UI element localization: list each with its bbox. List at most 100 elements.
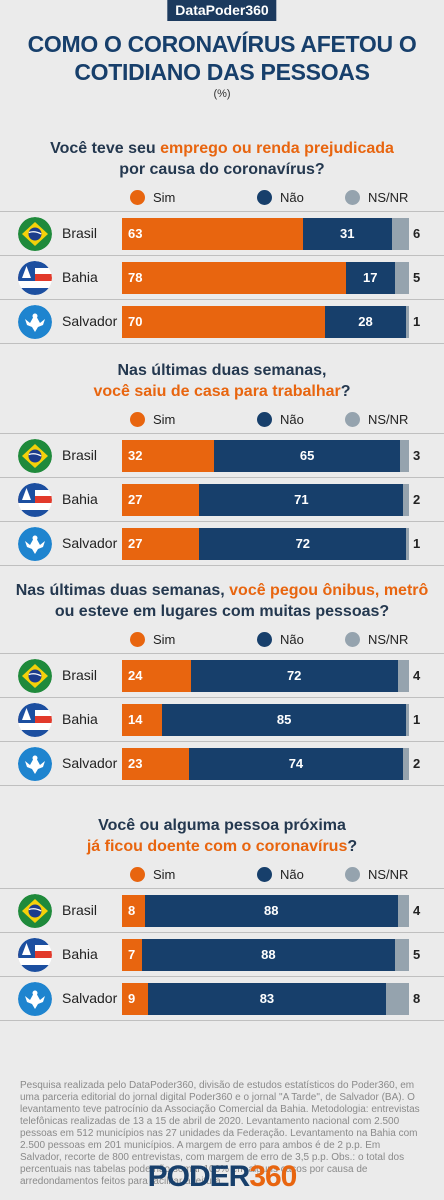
legend-item-nao: Não [257,867,304,882]
category-label: Bahia [62,491,98,507]
data-label-nao: 71 [294,492,309,507]
legend-swatch [345,632,360,647]
data-label-nsnr: 4 [413,668,421,683]
legend-label: Sim [153,190,176,205]
bar-segment-sim: 7 [122,939,143,971]
stacked-bar: 7 88 [122,939,409,971]
data-label-nao: 74 [288,756,304,771]
bar-segment-nao: 17 [345,262,395,294]
bahia-flag-icon [18,703,52,737]
bar-segment-sim: 70 [122,306,325,338]
data-label-sim: 27 [128,536,143,551]
data-label-nsnr: 5 [413,270,421,285]
bar-rows: Brasil 24 72 4 Bahia 14 85 1 Salvador 23 74 2 [0,653,444,786]
bar-row: Bahia 14 85 1 [0,698,444,742]
bar-segment-sim: 32 [122,440,214,472]
bar-segment-nsnr [394,262,409,294]
unit-label: (%) [213,88,231,100]
data-label-nsnr: 2 [413,756,421,771]
bar-segment-sim: 27 [122,484,200,516]
footnote: Pesquisa realizada pelo DataPoder360, di… [20,1080,420,1187]
legend-item-nao: Não [257,190,304,205]
bar-segment-sim: 9 [122,983,148,1015]
data-label-nsnr: 2 [413,492,421,507]
salvador-flag-icon [18,747,52,781]
brand-tag: DataPoder360 [167,0,277,21]
bar-row: Bahia 7 88 5 [0,933,444,977]
data-label-nsnr: 1 [413,314,421,329]
legend-swatch [257,190,272,205]
bar-row: Salvador 9 83 8 [0,977,444,1021]
legend: Sim Não NS/NR [0,412,444,432]
stacked-bar: 14 85 [122,704,409,736]
bar-segment-nsnr [394,939,409,971]
data-label-sim: 8 [128,903,136,918]
category-label: Brasil [62,667,98,683]
category-label: Bahia [62,711,98,727]
bar-rows: Brasil 8 88 4 Bahia 7 88 5 Salvador 9 83 8 [0,888,444,1021]
stacked-bar: 23 74 [122,748,409,780]
data-label-nsnr: 1 [413,712,421,727]
bar-segment-nao: 74 [188,748,404,780]
legend-item-nsnr: NS/NR [345,632,408,647]
logo-number: 360 [249,1160,297,1193]
stacked-bar: 27 71 [122,484,409,516]
question-title: Nas últimas duas semanas, você pegou ôni… [15,582,429,620]
bar-segment-sim: 24 [122,660,191,692]
page-title: COMO O CORONAVÍRUS AFETOU O COTIDIANO DA… [0,30,444,86]
legend-item-nsnr: NS/NR [345,867,408,882]
bar-segment-nsnr [406,528,409,560]
bar-segment-nao: 88 [142,939,395,971]
salvador-flag-icon [18,305,52,339]
bar-segment-nsnr [386,983,409,1015]
legend: Sim Não NS/NR [0,867,444,887]
bar-segment-sim: 23 [122,748,189,780]
data-label-sim: 7 [128,947,136,962]
legend-swatch [130,632,145,647]
legend-swatch [130,412,145,427]
bar-segment-sim: 27 [122,528,200,560]
data-label-nao: 17 [363,270,378,285]
data-label-nsnr: 8 [413,991,421,1006]
data-label-nao: 65 [299,448,315,463]
legend-swatch [345,190,360,205]
bar-segment-sim: 78 [122,262,346,294]
bar-segment-nao: 85 [162,704,407,736]
salvador-flag-icon [18,527,52,561]
legend-label: Sim [153,632,176,647]
category-label: Brasil [62,447,98,463]
bar-segment-nao: 65 [213,440,401,472]
legend-label: Não [280,632,304,647]
legend-label: NS/NR [368,867,409,882]
brasil-flag-icon [18,894,52,928]
category-label: Salvador [62,313,118,329]
bar-segment-nao: 71 [199,484,404,516]
data-label-nsnr: 5 [413,947,421,962]
bahia-flag-icon [18,483,52,517]
data-label-nao: 85 [276,712,292,727]
bar-row: Bahia 78 17 5 [0,256,444,300]
legend-item-nao: Não [257,632,304,647]
stacked-bar: 24 72 [122,660,409,692]
bar-segment-nao: 28 [324,306,407,338]
bar-segment-nsnr [397,660,409,692]
legend-swatch [345,867,360,882]
stacked-bar: 8 88 [122,895,409,927]
category-label: Brasil [62,225,98,241]
category-label: Salvador [62,535,118,551]
stacked-bar: 32 65 [122,440,409,472]
legend-label: NS/NR [368,632,409,647]
legend-label: Sim [153,412,176,427]
title-line-2: COTIDIANO DAS PESSOAS [74,59,370,85]
data-label-sim: 70 [128,314,143,329]
bar-segment-nao: 83 [147,983,387,1015]
bar-row: Brasil 8 88 4 [0,889,444,933]
data-label-sim: 23 [128,756,143,771]
bar-row: Salvador 70 28 1 [0,300,444,344]
legend-label: Não [280,867,304,882]
bar-row: Salvador 27 72 1 [0,522,444,566]
bar-rows: Brasil 63 31 6 Bahia 78 17 5 Salvador 70 28 1 [0,211,444,344]
legend-swatch [257,632,272,647]
legend-item-sim: Sim [130,190,175,205]
bar-segment-nao: 88 [144,895,398,927]
